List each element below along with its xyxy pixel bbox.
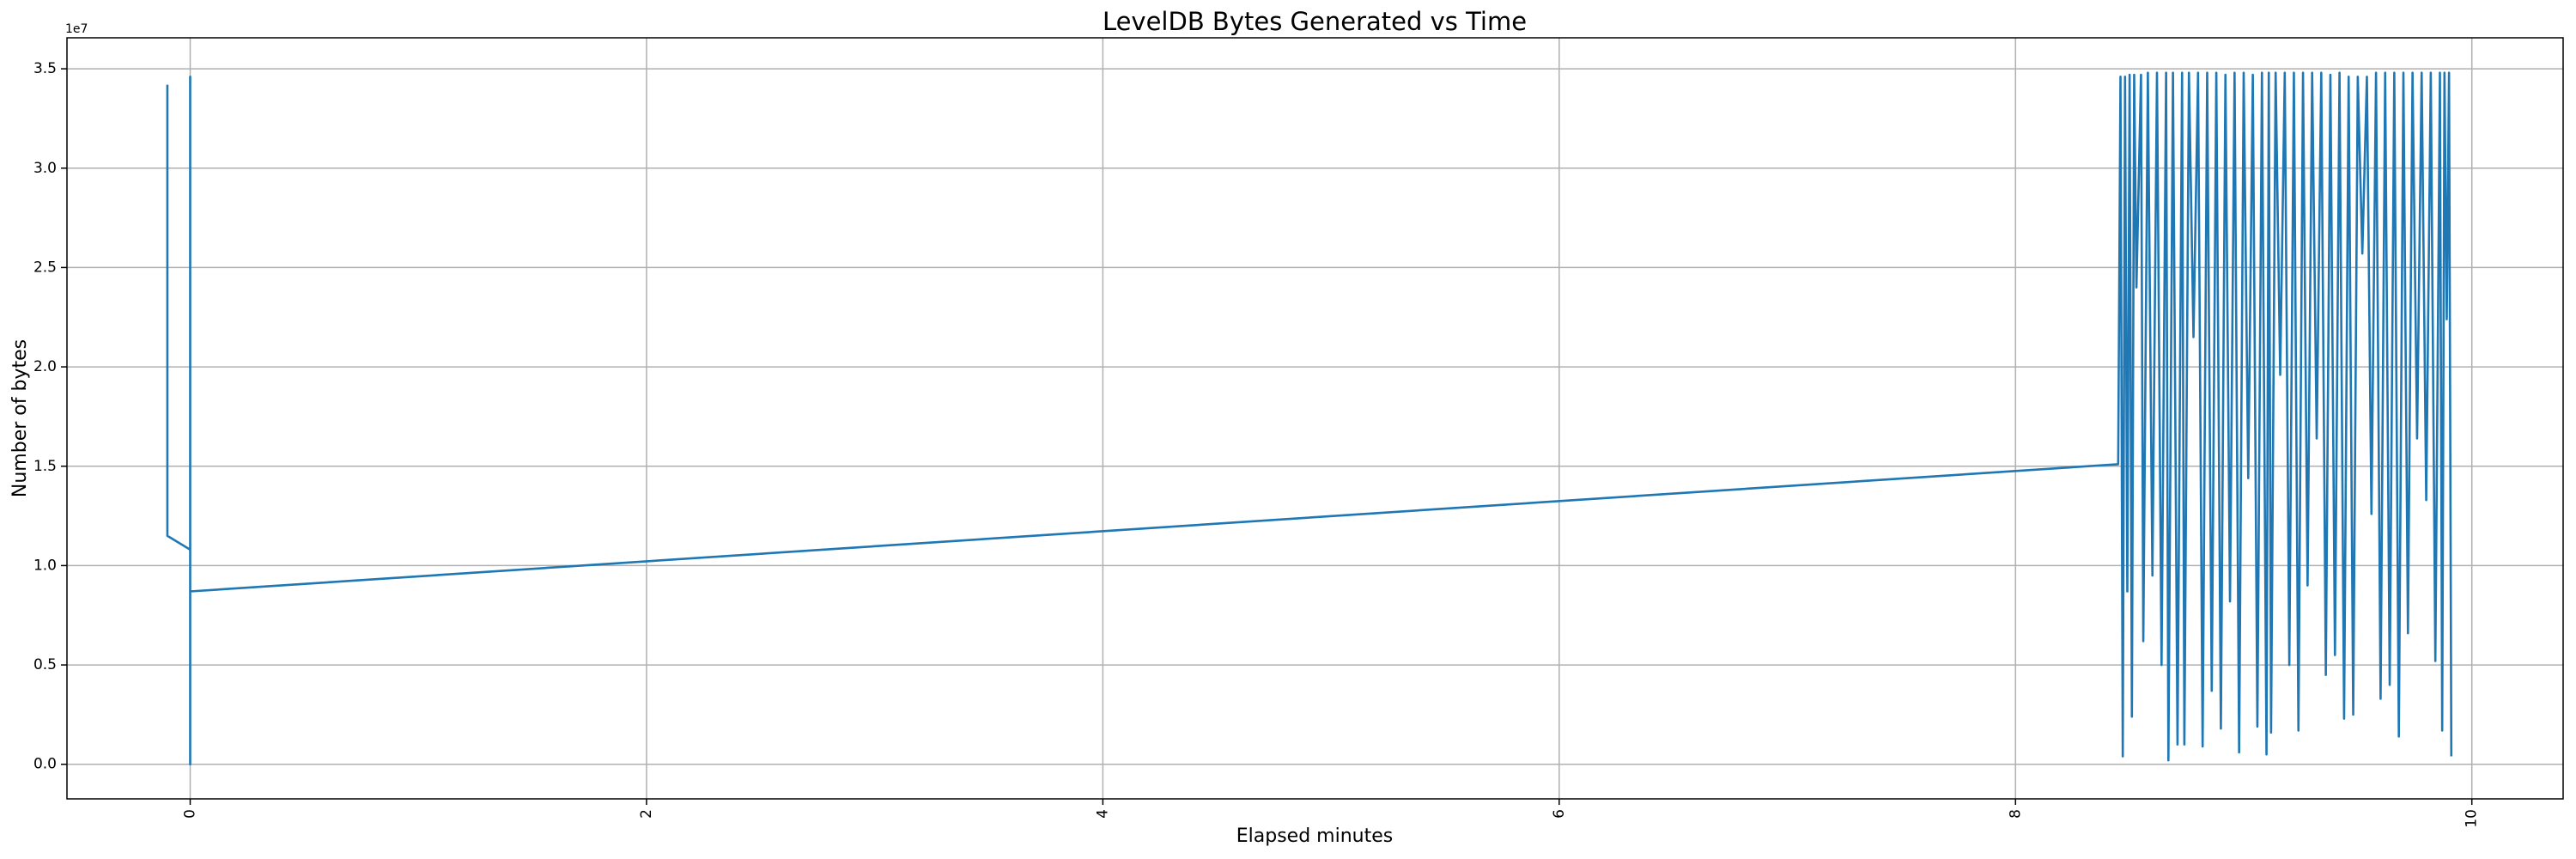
- x-tick-label: 4: [1094, 809, 1111, 819]
- y-tick-label: 3.5: [33, 60, 57, 77]
- y-axis-label: Number of bytes: [9, 339, 31, 497]
- x-tick-label: 6: [1551, 809, 1568, 819]
- y-tick-label: 2.0: [33, 358, 57, 375]
- x-tick-label: 0: [181, 809, 198, 819]
- x-tick-label: 2: [638, 809, 655, 819]
- y-offset-label: 1e7: [65, 22, 88, 36]
- y-tick-label: 2.5: [33, 259, 57, 276]
- x-axis-label: Elapsed minutes: [1236, 825, 1393, 847]
- y-tick-label: 1.5: [33, 458, 57, 475]
- y-tick-label: 3.0: [33, 160, 57, 177]
- y-tick-label: 1.0: [33, 557, 57, 574]
- y-tick-label: 0.0: [33, 756, 57, 773]
- y-tick-label: 0.5: [33, 656, 57, 673]
- chart-title: LevelDB Bytes Generated vs Time: [1103, 7, 1527, 36]
- data-line: [166, 71, 2453, 766]
- plot-frame: [66, 37, 2564, 800]
- x-tick-label: 8: [2007, 809, 2024, 819]
- x-tick-label: 10: [2464, 809, 2481, 828]
